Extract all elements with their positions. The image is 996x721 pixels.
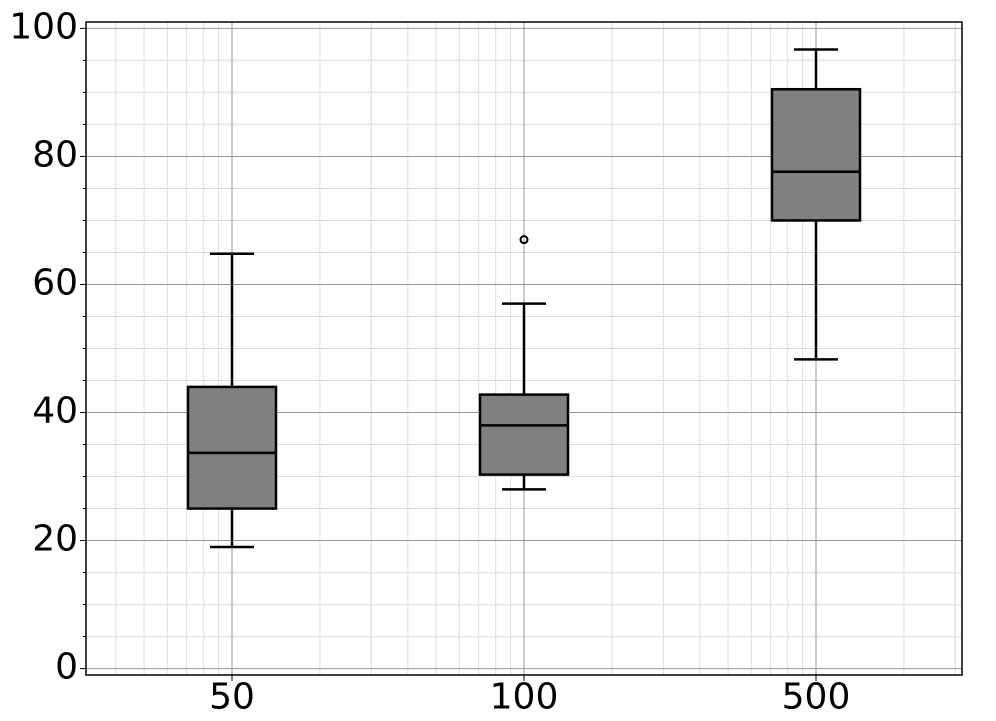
y-axis-ticks: 0 20 40 60 80 100 [9,6,86,688]
x-axis-ticks: 50 100 500 [209,675,850,718]
y-tick-label: 40 [32,391,78,432]
y-tick-label: 20 [32,519,78,560]
box-group [186,252,278,549]
outlier-point [519,235,529,245]
iqr-box [478,393,570,476]
boxes [186,48,862,549]
iqr-box [186,385,278,510]
x-tick-label: 100 [490,677,559,718]
iqr-box [770,87,862,222]
box-group [478,235,570,491]
x-tick-label: 500 [782,677,851,718]
y-tick-label: 80 [32,134,78,175]
y-tick-label: 100 [9,6,78,47]
x-tick-label: 50 [209,677,255,718]
y-tick-label: 0 [55,647,78,688]
y-tick-label: 60 [32,262,78,303]
box-group [770,48,862,361]
